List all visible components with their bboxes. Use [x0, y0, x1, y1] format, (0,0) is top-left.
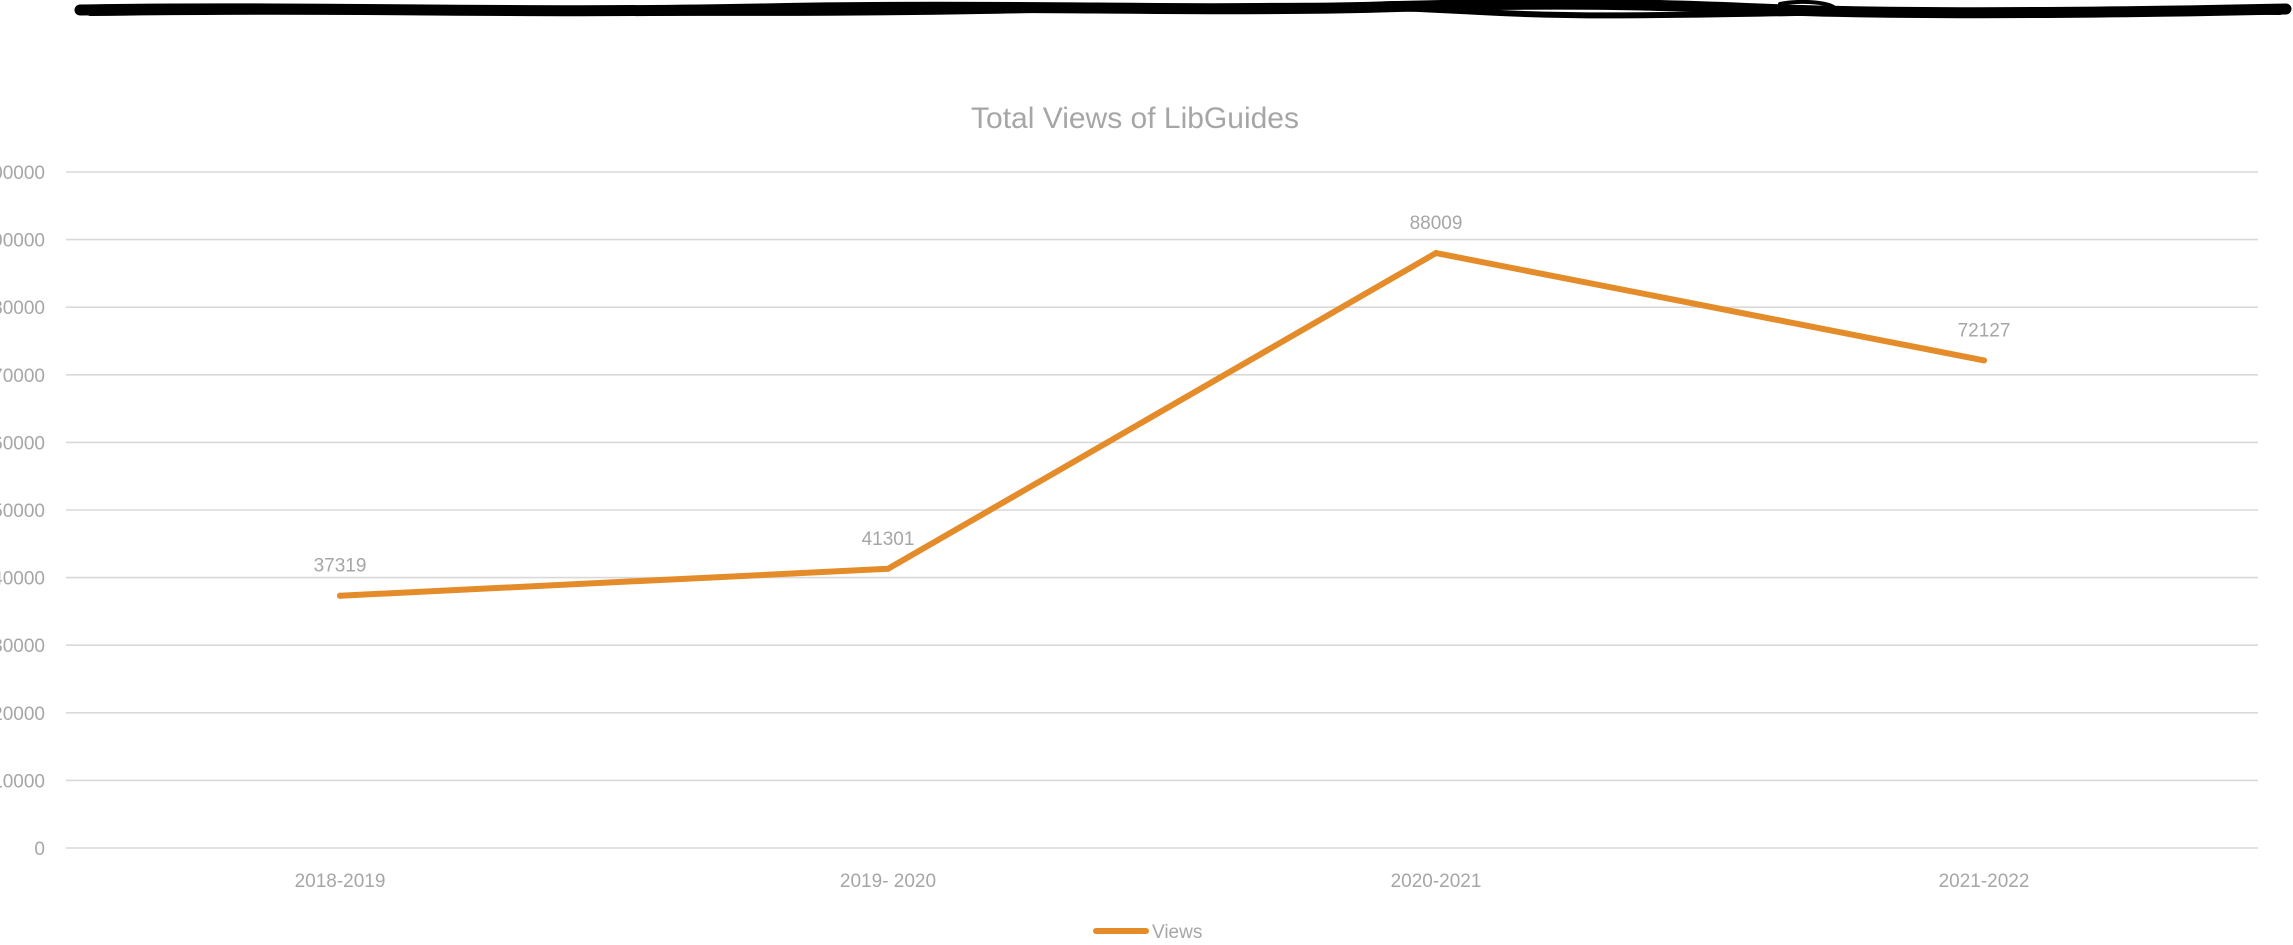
data-labels: 37319 41301 88009 72127 — [314, 213, 2011, 577]
y-tick-label: 90000 — [0, 231, 45, 252]
y-tick-label: 100000 — [0, 163, 45, 184]
legend-label-views: Views — [1152, 922, 1202, 943]
y-tick-label: 0 — [34, 839, 45, 860]
y-tick-label: 50000 — [0, 501, 45, 522]
y-tick-label: 70000 — [0, 366, 45, 387]
y-tick-label: 40000 — [0, 569, 45, 590]
legend: Views — [1093, 922, 1202, 943]
data-point — [1433, 250, 1439, 257]
data-label: 88009 — [1410, 213, 1463, 234]
series-views — [337, 250, 1987, 599]
y-tick-label: 80000 — [0, 298, 45, 319]
x-tick-label: 2019- 2020 — [840, 871, 936, 892]
series-line-views — [337, 250, 1987, 599]
chart-title: Total Views of LibGuides — [971, 102, 1299, 135]
y-tick-label: 10000 — [0, 771, 45, 792]
gridlines — [66, 171, 2258, 849]
data-point — [1981, 357, 1987, 364]
data-point — [885, 565, 891, 572]
y-tick-label: 20000 — [0, 704, 45, 725]
y-axis-ticks: 0 10000 20000 30000 40000 50000 60000 70000 8000… — [0, 163, 45, 860]
x-tick-label: 2018-2019 — [295, 871, 386, 892]
data-label: 72127 — [1958, 320, 2011, 341]
x-axis-ticks: 2018-2019 2019- 2020 2020-2021 2021-2022 — [295, 871, 2030, 892]
x-tick-label: 2021-2022 — [1939, 871, 2030, 892]
x-tick-label: 2020-2021 — [1391, 871, 1482, 892]
data-label: 37319 — [314, 556, 367, 577]
redaction-mark — [74, 0, 2292, 19]
data-point — [337, 592, 343, 599]
y-tick-label: 30000 — [0, 636, 45, 657]
data-label: 41301 — [862, 529, 915, 550]
y-tick-label: 60000 — [0, 433, 45, 454]
